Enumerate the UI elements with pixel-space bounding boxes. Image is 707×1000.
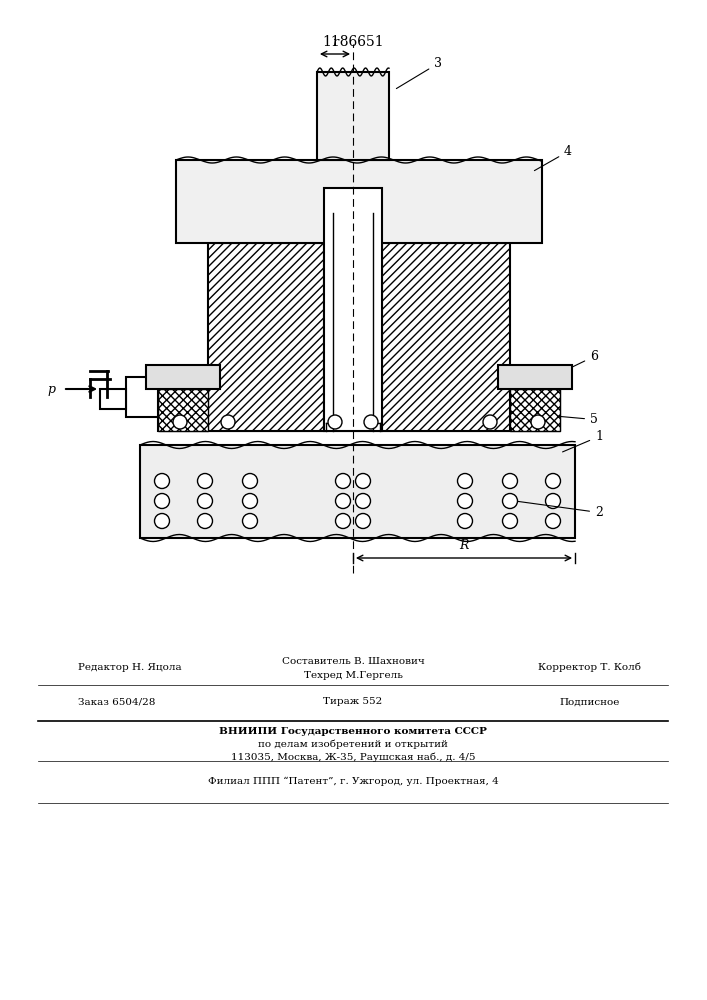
Bar bbox=[324, 188, 382, 431]
Circle shape bbox=[336, 474, 351, 488]
Circle shape bbox=[546, 493, 561, 508]
Circle shape bbox=[155, 493, 170, 508]
Circle shape bbox=[243, 514, 257, 528]
Circle shape bbox=[336, 493, 351, 508]
Text: 113035, Москва, Ж-35, Раушская наб., д. 4/5: 113035, Москва, Ж-35, Раушская наб., д. … bbox=[230, 752, 475, 762]
Circle shape bbox=[173, 415, 187, 429]
Text: Подписное: Подписное bbox=[560, 698, 620, 706]
Circle shape bbox=[546, 514, 561, 528]
Text: Редактор Н. Яцола: Редактор Н. Яцола bbox=[78, 662, 182, 672]
Circle shape bbox=[364, 415, 378, 429]
Bar bbox=[158, 389, 208, 431]
Circle shape bbox=[457, 493, 472, 508]
Text: Техред М.Гергель: Техред М.Гергель bbox=[303, 670, 402, 680]
Text: Заказ 6504/28: Заказ 6504/28 bbox=[78, 698, 156, 706]
Text: 5: 5 bbox=[558, 413, 598, 426]
Bar bbox=[100, 389, 126, 409]
Text: p: p bbox=[47, 382, 55, 395]
Text: по делам изобретений и открытий: по делам изобретений и открытий bbox=[258, 739, 448, 749]
Circle shape bbox=[546, 474, 561, 488]
Circle shape bbox=[356, 474, 370, 488]
Circle shape bbox=[243, 493, 257, 508]
Text: 1: 1 bbox=[563, 430, 603, 452]
Text: 1186651: 1186651 bbox=[322, 35, 384, 49]
Text: Тираж 552: Тираж 552 bbox=[323, 698, 382, 706]
Text: 2: 2 bbox=[518, 501, 603, 519]
Circle shape bbox=[197, 514, 213, 528]
Circle shape bbox=[503, 493, 518, 508]
Bar bbox=[498, 365, 572, 389]
Circle shape bbox=[197, 474, 213, 488]
Bar bbox=[158, 383, 560, 431]
Circle shape bbox=[221, 415, 235, 429]
Bar bbox=[126, 377, 158, 417]
Circle shape bbox=[243, 474, 257, 488]
Text: 3: 3 bbox=[397, 57, 442, 89]
Text: 4: 4 bbox=[534, 145, 572, 171]
Text: Составитель В. Шахнович: Составитель В. Шахнович bbox=[281, 656, 424, 666]
Circle shape bbox=[155, 514, 170, 528]
Circle shape bbox=[483, 415, 497, 429]
Bar bbox=[208, 243, 324, 431]
Circle shape bbox=[336, 514, 351, 528]
Circle shape bbox=[356, 514, 370, 528]
Bar bbox=[176, 160, 542, 243]
Bar bbox=[382, 243, 510, 431]
Text: Филиал ППП “Патент”, г. Ужгород, ул. Проектная, 4: Филиал ППП “Патент”, г. Ужгород, ул. Про… bbox=[208, 776, 498, 786]
Circle shape bbox=[197, 493, 213, 508]
Text: 6: 6 bbox=[566, 350, 598, 370]
Circle shape bbox=[155, 474, 170, 488]
Text: ВНИИПИ Государственного комитета СССР: ВНИИПИ Государственного комитета СССР bbox=[219, 726, 487, 736]
Circle shape bbox=[356, 493, 370, 508]
Circle shape bbox=[531, 415, 545, 429]
Bar bbox=[146, 365, 220, 389]
Circle shape bbox=[457, 514, 472, 528]
Text: Корректор Т. Колб: Корректор Т. Колб bbox=[539, 662, 641, 672]
Bar bbox=[140, 445, 575, 538]
Text: r: r bbox=[332, 36, 338, 49]
Text: R: R bbox=[460, 539, 469, 552]
Bar bbox=[510, 389, 560, 431]
Bar bbox=[317, 72, 389, 160]
Circle shape bbox=[457, 474, 472, 488]
Circle shape bbox=[503, 474, 518, 488]
Circle shape bbox=[503, 514, 518, 528]
Circle shape bbox=[328, 415, 342, 429]
